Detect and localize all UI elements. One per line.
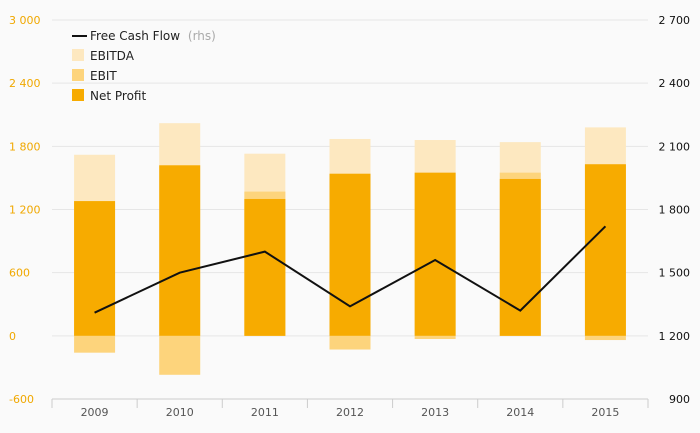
bar-ebit-2010 (159, 335, 201, 375)
legend-ebitda-label: EBITDA (90, 49, 135, 63)
x-tick-label-2013: 2013 (421, 406, 449, 419)
bar-net-profit-2014 (499, 178, 541, 336)
legend-ebit-label: EBIT (90, 69, 117, 83)
y-left-tick-label: 2 400 (9, 77, 41, 90)
bar-net-profit-2013 (414, 172, 456, 336)
x-tick-label-2012: 2012 (336, 406, 364, 419)
legend-line-label: Free Cash Flow (rhs) (90, 29, 216, 43)
free-cash-flow-line (94, 225, 607, 314)
legend-net-profit-label: Net Profit (90, 89, 146, 103)
legend: Free Cash Flow (rhs) EBITDA EBIT Net Pro… (72, 29, 216, 103)
y-right-tick-label: 2 100 (659, 140, 691, 153)
bar-net-profit-2009 (74, 201, 116, 336)
x-tick-label-2011: 2011 (251, 406, 279, 419)
y-right-tick-label: 900 (669, 393, 690, 406)
y-left-tick-label: -600 (9, 393, 34, 406)
legend-ebit-swatch (72, 69, 84, 81)
legend-ebitda-swatch (72, 49, 84, 61)
bars (74, 123, 626, 375)
x-tick-label-2009: 2009 (81, 406, 109, 419)
y-left-tick-label: 1 800 (9, 140, 41, 153)
bar-ebit-2013 (414, 335, 456, 339)
bar-ebit-2009 (74, 335, 116, 353)
y-right-tick-label: 2 700 (659, 14, 691, 27)
bar-ebit-2012 (329, 335, 371, 350)
y-right-tick-label: 1 500 (659, 267, 691, 280)
y-right-tick-label: 1 800 (659, 204, 691, 217)
axes: 2009 2010 2011 2012 2013 2014 2015 -600 0 600 1 20… (9, 14, 690, 419)
y-right-tick-label: 2 400 (659, 77, 691, 90)
x-tick-label-2010: 2010 (166, 406, 194, 419)
y-left-tick-label: 600 (9, 267, 30, 280)
y-left-tick-label: 0 (9, 330, 16, 343)
bar-net-profit-2011 (244, 198, 286, 336)
bar-net-profit-2012 (329, 173, 371, 336)
legend-net-profit-swatch (72, 89, 84, 101)
bar-net-profit-2010 (159, 165, 201, 336)
x-tick-label-2014: 2014 (506, 406, 534, 419)
bar-net-profit-2015 (584, 164, 626, 336)
y-right-tick-label: 1 200 (659, 330, 691, 343)
y-left-tick-label: 3 000 (9, 14, 41, 27)
x-tick-label-2015: 2015 (591, 406, 619, 419)
free-cash-flow-line-group (94, 225, 607, 314)
y-left-tick-label: 1 200 (9, 204, 41, 217)
bar-ebit-2015 (584, 335, 626, 341)
